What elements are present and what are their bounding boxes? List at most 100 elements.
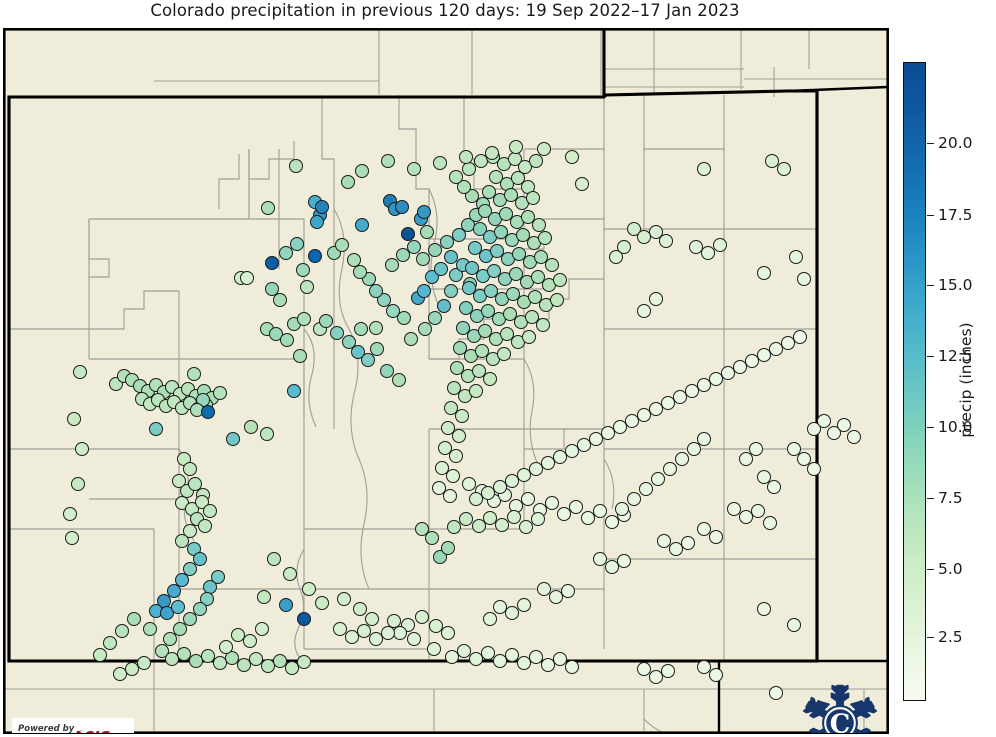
station-point: [193, 552, 207, 566]
station-point: [369, 321, 383, 335]
station-point: [577, 438, 591, 452]
station-point: [347, 253, 361, 267]
station-point: [297, 312, 311, 326]
station-point: [163, 632, 177, 646]
station-points-layer: [4, 29, 888, 733]
station-point: [685, 384, 699, 398]
station-point: [565, 444, 579, 458]
station-point: [417, 205, 431, 219]
station-point: [396, 248, 410, 262]
station-point: [456, 321, 470, 335]
station-point: [417, 284, 431, 298]
station-point: [255, 622, 269, 636]
station-point: [649, 402, 663, 416]
colorbar-tick-mark: [927, 637, 934, 639]
station-point: [472, 364, 486, 378]
station-point: [733, 360, 747, 374]
station-point: [428, 243, 442, 257]
station-point: [243, 634, 257, 648]
station-point: [627, 492, 641, 506]
station-point: [697, 162, 711, 176]
station-point: [231, 628, 245, 642]
axes-frame-line: [4, 29, 888, 733]
station-point: [557, 507, 571, 521]
station-point: [183, 524, 197, 538]
station-point: [435, 461, 449, 475]
station-point: [361, 353, 375, 367]
station-point: [532, 218, 546, 232]
station-point: [355, 164, 369, 178]
colorbar-tick-label: 15.0: [938, 276, 973, 294]
station-point: [444, 401, 458, 415]
colorbar-tick-mark: [927, 143, 934, 145]
station-point: [240, 271, 254, 285]
station-point: [478, 324, 492, 338]
station-point: [751, 504, 765, 518]
station-point: [353, 265, 367, 279]
station-point: [183, 612, 197, 626]
station-point: [569, 500, 583, 514]
station-point: [171, 600, 185, 614]
station-point: [649, 292, 663, 306]
station-point: [528, 290, 542, 304]
acis-logo: Powered by ACIS Regional Climate Centers: [12, 718, 134, 733]
station-point: [273, 654, 287, 668]
station-point: [697, 432, 711, 446]
station-point: [765, 154, 779, 168]
station-point: [545, 258, 559, 272]
station-point: [279, 598, 293, 612]
station-point: [637, 408, 651, 422]
station-point: [516, 228, 530, 242]
station-point: [308, 249, 322, 263]
station-point: [709, 530, 723, 544]
station-point: [465, 189, 479, 203]
station-point: [681, 536, 695, 550]
colorbar-tick-label: 2.5: [938, 628, 963, 647]
station-point: [509, 267, 523, 281]
station-point: [561, 584, 575, 598]
station-point: [385, 258, 399, 272]
station-point: [757, 348, 771, 362]
station-point: [601, 426, 615, 440]
station-point: [529, 154, 543, 168]
station-point: [293, 349, 307, 363]
station-point: [493, 600, 507, 614]
station-point: [495, 518, 509, 532]
station-point: [345, 630, 359, 644]
station-point: [481, 646, 495, 660]
colorbar-axis-label: precip (inches): [951, 0, 981, 737]
station-point: [545, 496, 559, 510]
colorbar-tick-mark: [927, 569, 934, 571]
station-point: [789, 250, 803, 264]
station-point: [103, 636, 117, 650]
station-point: [188, 477, 202, 491]
station-point: [437, 299, 451, 313]
station-point: [297, 655, 311, 669]
station-point: [297, 612, 311, 626]
station-point: [444, 250, 458, 264]
station-point: [149, 422, 163, 436]
station-point: [386, 304, 400, 318]
station-point: [659, 234, 673, 248]
station-point: [469, 492, 483, 506]
station-point: [369, 632, 383, 646]
station-point: [357, 624, 371, 638]
station-point: [817, 414, 831, 428]
colorbar-tick-mark: [927, 285, 934, 286]
station-point: [483, 372, 497, 386]
snowflake-center-letter: C: [830, 709, 850, 734]
station-point: [550, 293, 564, 307]
station-point: [404, 332, 418, 346]
station-point: [797, 272, 811, 286]
station-point: [415, 522, 429, 536]
station-point: [143, 622, 157, 636]
station-point: [455, 409, 469, 423]
station-point: [290, 237, 304, 251]
station-point: [443, 489, 457, 503]
station-point: [226, 432, 240, 446]
station-point: [615, 502, 629, 516]
station-point: [609, 250, 623, 264]
station-point: [198, 519, 212, 533]
station-point: [847, 430, 861, 444]
station-point: [115, 624, 129, 638]
